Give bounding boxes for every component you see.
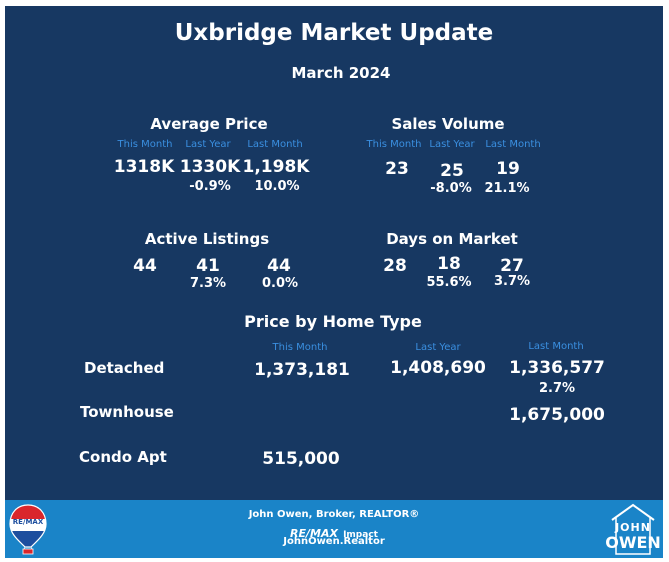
- brokerage-line: RE/MAX Impact: [290, 522, 378, 541]
- brokerage-suffix: Impact: [343, 530, 378, 540]
- sales-change-last-year: -8.0%: [430, 181, 472, 196]
- listings-value-last-year: 41: [196, 256, 220, 276]
- website-line: JohnOwen.Realtor: [283, 536, 385, 547]
- dom-change-last-year: 55.6%: [426, 275, 472, 290]
- type-header-last-month: Last Month: [528, 341, 584, 352]
- sales-volume-heading: Sales Volume: [391, 115, 505, 133]
- detached-change: 2.7%: [538, 381, 576, 396]
- avg-header-last-month: Last Month: [247, 139, 303, 150]
- sales-value-this-month: 23: [385, 159, 409, 179]
- avg-value-last-year: 1330K: [179, 157, 241, 177]
- listings-change-last-month: 0.0%: [261, 276, 299, 291]
- days-on-market-heading: Days on Market: [386, 230, 518, 248]
- average-price-heading: Average Price: [150, 115, 268, 133]
- avg-header-this-month: This Month: [117, 139, 173, 150]
- avg-value-last-month: 1,198K: [242, 157, 310, 177]
- detached-last-year: 1,408,690: [390, 358, 486, 378]
- page-title: Uxbridge Market Update: [174, 20, 494, 46]
- detached-this-month: 1,373,181: [254, 360, 350, 380]
- sales-header-last-year: Last Year: [429, 139, 475, 150]
- page-subtitle: March 2024: [291, 64, 391, 82]
- logo-text-john: JOHN: [615, 521, 651, 534]
- john-owen-house-logo: JOHN OWEN: [605, 502, 661, 556]
- dom-value-this-month: 28: [383, 256, 407, 276]
- dom-change-last-month: 3.7%: [493, 274, 531, 289]
- avg-value-this-month: 1318K: [113, 157, 175, 177]
- avg-change-last-month: 10.0%: [254, 179, 300, 194]
- row-label-condo-apt: Condo Apt: [79, 448, 167, 466]
- townhouse-last-month: 1,675,000: [509, 405, 605, 425]
- avg-change-last-year: -0.9%: [189, 179, 231, 194]
- dom-value-last-month: 27: [500, 256, 524, 276]
- row-label-townhouse: Townhouse: [80, 403, 174, 421]
- condo-this-month: 515,000: [262, 449, 340, 469]
- type-header-this-month: This Month: [272, 342, 328, 353]
- sales-header-last-month: Last Month: [485, 139, 541, 150]
- listings-value-this-month: 44: [133, 256, 157, 276]
- sales-value-last-year: 25: [440, 161, 464, 181]
- footer: RE/MAX John Owen, Broker, REALTOR® RE/MA…: [5, 500, 663, 558]
- listings-change-last-year: 7.3%: [189, 276, 227, 291]
- market-panel: Uxbridge Market Update March 2024 Averag…: [5, 6, 663, 500]
- price-by-type-heading: Price by Home Type: [244, 312, 422, 331]
- logo-text-owen: OWEN: [605, 533, 661, 552]
- sales-value-last-month: 19: [496, 159, 520, 179]
- row-label-detached: Detached: [84, 359, 165, 377]
- sales-change-last-month: 21.1%: [484, 181, 530, 196]
- remax-balloon-logo: RE/MAX: [8, 503, 48, 556]
- agent-line: John Owen, Broker, REALTOR®: [248, 509, 420, 520]
- dom-value-last-year: 18: [437, 254, 461, 274]
- type-header-last-year: Last Year: [415, 342, 461, 353]
- detached-last-month: 1,336,577: [509, 358, 605, 378]
- remax-logo-text: RE/MAX: [12, 518, 44, 526]
- brokerage-brand: RE/MAX: [290, 527, 338, 540]
- avg-header-last-year: Last Year: [185, 139, 231, 150]
- listings-value-last-month: 44: [267, 256, 291, 276]
- sales-header-this-month: This Month: [366, 139, 422, 150]
- active-listings-heading: Active Listings: [144, 230, 270, 248]
